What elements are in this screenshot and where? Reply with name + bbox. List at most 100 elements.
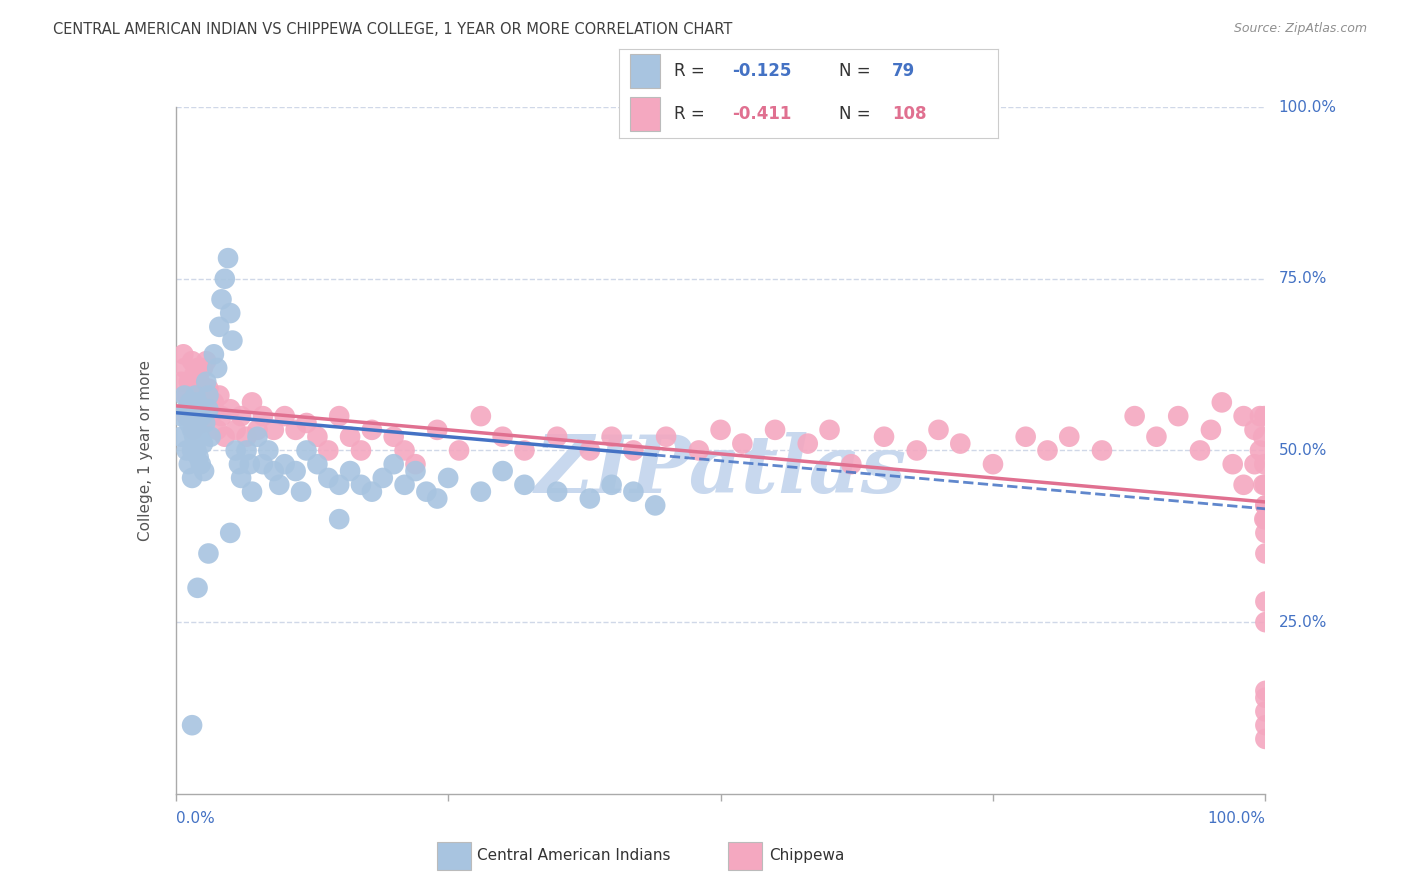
Point xyxy=(905,443,928,458)
Point xyxy=(1036,443,1059,458)
Point xyxy=(710,423,733,437)
Point xyxy=(796,436,818,450)
Point xyxy=(382,457,405,471)
Point xyxy=(350,478,373,492)
Point xyxy=(328,512,350,526)
Point xyxy=(219,402,242,417)
Point xyxy=(170,430,193,444)
Point xyxy=(173,361,195,376)
Point xyxy=(217,251,239,265)
Point xyxy=(181,471,204,485)
Point xyxy=(1167,409,1189,423)
Point xyxy=(492,464,515,478)
Point xyxy=(1123,409,1146,423)
Point xyxy=(194,409,217,423)
Point xyxy=(186,423,209,437)
Point xyxy=(252,409,274,423)
Point xyxy=(190,395,212,409)
Point xyxy=(318,443,340,458)
Point xyxy=(181,409,204,423)
Point xyxy=(928,423,950,437)
Point xyxy=(1211,395,1233,409)
Point xyxy=(415,484,437,499)
Point xyxy=(184,388,207,402)
Point xyxy=(176,402,198,417)
Point xyxy=(688,443,710,458)
Point xyxy=(179,395,201,409)
Text: 79: 79 xyxy=(891,62,915,80)
Text: 100.0%: 100.0% xyxy=(1208,811,1265,826)
Point xyxy=(328,478,350,492)
Point xyxy=(295,416,318,430)
Y-axis label: College, 1 year or more: College, 1 year or more xyxy=(138,360,153,541)
Point xyxy=(190,457,212,471)
Point xyxy=(211,409,233,423)
Point xyxy=(200,430,222,444)
Point xyxy=(492,430,515,444)
Point xyxy=(339,430,361,444)
Text: R =: R = xyxy=(673,105,710,123)
Point xyxy=(181,354,204,368)
Point xyxy=(1254,499,1277,513)
Point xyxy=(731,436,754,450)
Point xyxy=(873,430,896,444)
Point xyxy=(200,409,222,423)
Point xyxy=(513,478,536,492)
Point xyxy=(1144,430,1167,444)
Text: R =: R = xyxy=(673,62,710,80)
Point xyxy=(1254,731,1277,746)
Point xyxy=(231,409,253,423)
Point xyxy=(360,484,382,499)
Point xyxy=(470,409,492,423)
Point xyxy=(211,293,233,307)
Point xyxy=(240,395,263,409)
Point xyxy=(219,525,242,540)
Point xyxy=(579,443,602,458)
Point xyxy=(191,409,214,423)
Point xyxy=(1251,478,1274,492)
Point xyxy=(221,334,243,348)
Point xyxy=(394,478,416,492)
Point xyxy=(188,402,211,417)
Point xyxy=(186,395,209,409)
Point xyxy=(176,409,198,423)
Point xyxy=(546,430,568,444)
Point xyxy=(186,581,209,595)
Point xyxy=(177,416,200,430)
Point xyxy=(1254,478,1277,492)
Point xyxy=(644,499,666,513)
Point xyxy=(1189,443,1212,458)
Point xyxy=(1249,409,1271,423)
Point xyxy=(1222,457,1244,471)
Point xyxy=(328,409,350,423)
Text: 50.0%: 50.0% xyxy=(1278,443,1327,458)
Point xyxy=(382,430,405,444)
Point xyxy=(214,271,236,285)
Point xyxy=(1254,690,1277,705)
Point xyxy=(231,471,253,485)
Point xyxy=(208,388,231,402)
Text: Source: ZipAtlas.com: Source: ZipAtlas.com xyxy=(1233,22,1367,36)
Text: 25.0%: 25.0% xyxy=(1278,615,1327,630)
Point xyxy=(1243,457,1265,471)
Point xyxy=(1253,409,1275,423)
Point xyxy=(195,375,218,389)
Text: ZIPatlas: ZIPatlas xyxy=(534,433,907,510)
Point xyxy=(257,443,280,458)
Point xyxy=(621,484,644,499)
Point xyxy=(194,416,217,430)
Point xyxy=(191,416,214,430)
Point xyxy=(1199,423,1222,437)
Point xyxy=(546,484,568,499)
Point xyxy=(246,430,269,444)
Point xyxy=(949,436,972,450)
Text: -0.125: -0.125 xyxy=(733,62,792,80)
Point xyxy=(235,443,257,458)
Point xyxy=(225,423,247,437)
Point xyxy=(1253,512,1275,526)
Point xyxy=(225,443,247,458)
Point xyxy=(600,430,623,444)
FancyBboxPatch shape xyxy=(630,54,661,88)
Point xyxy=(655,430,678,444)
FancyBboxPatch shape xyxy=(437,842,471,870)
